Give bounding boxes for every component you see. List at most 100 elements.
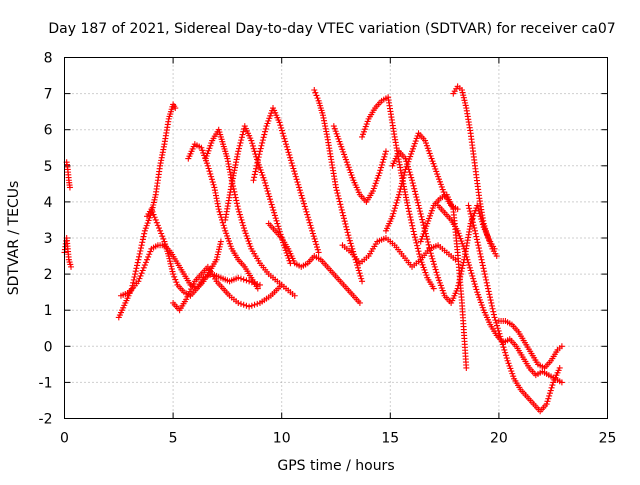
data-point <box>238 134 245 141</box>
data-point <box>399 177 406 184</box>
data-point <box>419 261 426 268</box>
data-point <box>488 299 495 306</box>
data-point <box>170 271 177 278</box>
data-point <box>362 123 369 130</box>
data-point <box>169 268 176 275</box>
data-point <box>240 128 247 135</box>
data-point <box>485 288 492 295</box>
data-point <box>549 382 556 389</box>
data-point <box>292 173 299 180</box>
data-point <box>139 236 146 243</box>
data-point <box>276 119 283 126</box>
data-point <box>359 278 366 285</box>
data-point <box>347 240 354 247</box>
data-point <box>205 147 212 154</box>
data-point <box>546 390 553 397</box>
data-point <box>508 368 515 375</box>
data-point <box>468 213 475 220</box>
data-point <box>470 275 477 282</box>
data-point <box>461 248 468 255</box>
data-point <box>232 194 239 201</box>
data-point <box>227 243 234 250</box>
data-point <box>269 204 276 211</box>
data-point <box>334 190 341 197</box>
data-point <box>151 196 158 203</box>
data-point <box>251 301 258 308</box>
data-point <box>338 143 345 150</box>
data-point <box>235 206 242 213</box>
data-point <box>382 148 389 155</box>
series-track-10 <box>250 105 322 256</box>
data-point <box>188 286 195 293</box>
data-point <box>250 145 257 152</box>
chart-title: Day 187 of 2021, Sidereal Day-to-day VTE… <box>48 21 615 37</box>
data-point <box>215 206 222 213</box>
data-point <box>136 275 143 282</box>
data-point <box>305 216 312 223</box>
data-point <box>345 164 352 171</box>
data-point <box>183 296 190 303</box>
data-point <box>438 285 445 292</box>
data-point <box>428 253 435 260</box>
data-point <box>409 148 416 155</box>
data-point <box>66 184 73 191</box>
data-point <box>510 373 517 380</box>
data-point <box>291 292 298 299</box>
data-point <box>302 206 309 213</box>
data-point <box>235 299 242 306</box>
data-point <box>345 232 352 239</box>
data-point <box>226 240 233 247</box>
data-point <box>469 216 476 223</box>
data-point <box>460 94 467 101</box>
data-point <box>419 233 426 240</box>
data-point <box>440 189 447 196</box>
data-point <box>278 127 285 134</box>
data-point <box>157 227 164 234</box>
data-point <box>479 262 486 269</box>
data-point <box>275 225 282 232</box>
data-point <box>349 174 356 181</box>
data-point <box>432 266 439 273</box>
data-point <box>422 225 429 232</box>
data-point <box>281 135 288 142</box>
data-point <box>292 170 299 177</box>
data-point <box>434 171 441 178</box>
series-track-20 <box>465 202 563 415</box>
data-point <box>241 227 248 234</box>
data-point <box>249 142 256 149</box>
data-point <box>459 265 466 272</box>
data-point <box>238 137 245 144</box>
data-point <box>216 243 223 250</box>
data-point <box>468 270 475 277</box>
data-point <box>548 384 555 391</box>
data-point <box>465 259 472 266</box>
data-point <box>146 251 153 258</box>
data-point <box>284 146 291 153</box>
data-point <box>266 115 273 122</box>
series-track-8 <box>202 126 298 299</box>
data-point <box>236 208 243 215</box>
data-point <box>222 227 229 234</box>
data-point <box>417 210 424 217</box>
data-point <box>346 237 353 244</box>
y-tick-label: 0 <box>44 339 53 355</box>
data-point <box>424 220 431 227</box>
data-point <box>152 194 159 201</box>
x-tick-label: 5 <box>169 431 178 447</box>
data-point <box>436 279 443 286</box>
series-track-22 <box>495 318 565 371</box>
data-point <box>287 157 294 164</box>
data-point <box>279 130 286 137</box>
data-point <box>427 210 434 217</box>
data-point <box>426 150 433 157</box>
data-point <box>274 220 281 227</box>
data-point <box>312 89 319 96</box>
data-point <box>251 148 258 155</box>
data-point <box>135 256 142 263</box>
data-point <box>411 188 418 195</box>
data-point <box>485 285 492 292</box>
data-point <box>413 135 420 142</box>
data-point <box>139 239 146 246</box>
data-point <box>405 166 412 173</box>
data-point <box>501 346 508 353</box>
